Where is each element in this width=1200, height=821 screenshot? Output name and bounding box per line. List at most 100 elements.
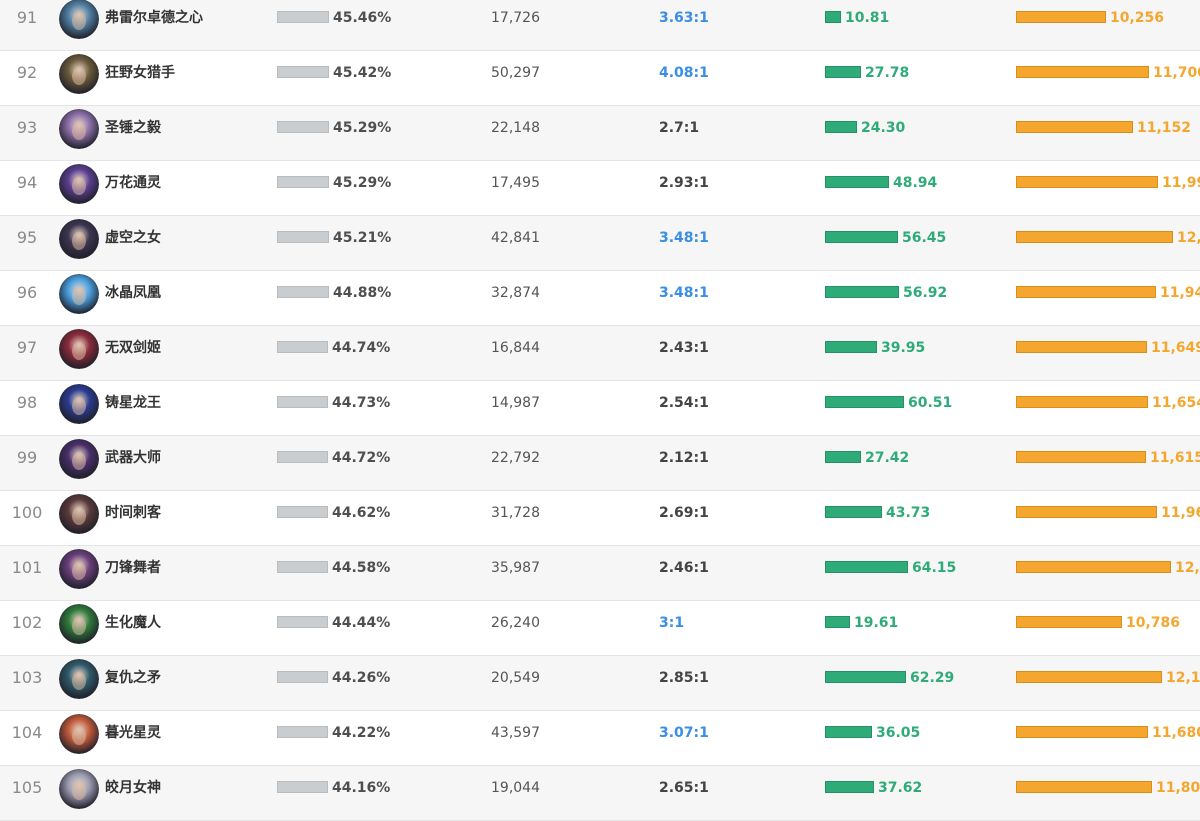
champion-name[interactable]: 冰晶凤凰 <box>105 285 161 301</box>
champion-name[interactable]: 铸星龙王 <box>105 395 161 411</box>
kda-ratio: 2.65:1 <box>659 780 709 796</box>
champion-name[interactable]: 狂野女猎手 <box>105 65 175 81</box>
win-rate-value: 45.21% <box>333 230 392 246</box>
table-row[interactable]: 105 皎月女神 44.16% 19,044 2.65:1 37.62 11,805 <box>0 766 1200 821</box>
table-row[interactable]: 99 武器大师 44.72% 22,792 2.12:1 27.42 11,615 <box>0 436 1200 491</box>
champion-name[interactable]: 时间刺客 <box>105 505 161 521</box>
champion-name[interactable]: 武器大师 <box>105 450 161 466</box>
gold-bar <box>1016 286 1156 298</box>
kda-ratio: 2.85:1 <box>659 670 709 686</box>
champion-avatar[interactable] <box>59 549 99 589</box>
champion-avatar[interactable] <box>59 0 99 39</box>
win-rate-value: 44.73% <box>332 395 391 411</box>
champion-portrait-icon <box>59 109 99 149</box>
champion-name[interactable]: 复仇之矛 <box>105 670 161 686</box>
table-row[interactable]: 96 冰晶凤凰 44.88% 32,874 3.48:1 56.92 11,944 <box>0 271 1200 326</box>
kda-bar <box>825 121 857 133</box>
table-row[interactable]: 100 时间刺客 44.62% 31,728 2.69:1 43.73 11,964 <box>0 491 1200 546</box>
gold-value: 11,944 <box>1160 285 1200 301</box>
gold-value: 11,700 <box>1153 65 1200 81</box>
kda-value: 27.42 <box>865 450 910 466</box>
champion-portrait-icon <box>59 604 99 644</box>
table-row[interactable]: 97 无双剑姬 44.74% 16,844 2.43:1 39.95 11,649 <box>0 326 1200 381</box>
gold-value: 12,141 <box>1166 670 1200 686</box>
rank-number: 101 <box>11 558 43 577</box>
champion-name[interactable]: 皎月女神 <box>105 780 161 796</box>
kda-value: 19.61 <box>854 615 899 631</box>
champion-avatar[interactable] <box>59 659 99 699</box>
win-rate-value: 45.29% <box>333 120 392 136</box>
gold-value: 11,994 <box>1162 175 1200 191</box>
gold-bar <box>1016 781 1152 793</box>
table-row[interactable]: 93 圣锤之毅 45.29% 22,148 2.7:1 24.30 11,152 <box>0 106 1200 161</box>
champion-avatar[interactable] <box>59 109 99 149</box>
gold-value: 11,680 <box>1152 725 1200 741</box>
gold-value: 11,615 <box>1150 450 1200 466</box>
table-row[interactable]: 104 暮光星灵 44.22% 43,597 3.07:1 36.05 11,680 <box>0 711 1200 766</box>
gold-bar <box>1016 176 1158 188</box>
games-played: 43,597 <box>491 725 540 741</box>
champion-name[interactable]: 圣锤之毅 <box>105 120 161 136</box>
table-row[interactable]: 95 虚空之女 45.21% 42,841 3.48:1 56.45 12,498 <box>0 216 1200 271</box>
champion-name[interactable]: 万花通灵 <box>105 175 161 191</box>
table-row[interactable]: 92 狂野女猎手 45.42% 50,297 4.08:1 27.78 11,700 <box>0 51 1200 106</box>
win-rate-bar <box>277 66 329 78</box>
champion-avatar[interactable] <box>59 54 99 94</box>
rank-number: 98 <box>16 393 38 412</box>
win-rate-value: 44.44% <box>332 615 391 631</box>
kda-bar <box>825 396 904 408</box>
champion-avatar[interactable] <box>59 439 99 479</box>
champion-name[interactable]: 弗雷尔卓德之心 <box>105 10 203 26</box>
champion-avatar[interactable] <box>59 219 99 259</box>
champion-name[interactable]: 暮光星灵 <box>105 725 161 741</box>
champion-avatar[interactable] <box>59 714 99 754</box>
gold-bar <box>1016 726 1148 738</box>
champion-portrait-icon <box>59 329 99 369</box>
games-played: 14,987 <box>491 395 540 411</box>
win-rate-bar <box>277 616 328 628</box>
champion-avatar[interactable] <box>59 769 99 809</box>
champion-avatar[interactable] <box>59 274 99 314</box>
kda-bar <box>825 231 898 243</box>
champion-name[interactable]: 生化魔人 <box>105 615 161 631</box>
table-row[interactable]: 101 刀锋舞者 44.58% 35,987 2.46:1 64.15 12,422 <box>0 546 1200 601</box>
kda-ratio: 3.63:1 <box>659 10 709 26</box>
champion-avatar[interactable] <box>59 604 99 644</box>
gold-value: 10,256 <box>1110 10 1165 26</box>
kda-ratio: 2.54:1 <box>659 395 709 411</box>
games-played: 32,874 <box>491 285 540 301</box>
win-rate-value: 44.22% <box>332 725 391 741</box>
kda-value: 48.94 <box>893 175 938 191</box>
kda-bar <box>825 506 882 518</box>
champion-avatar[interactable] <box>59 494 99 534</box>
kda-value: 60.51 <box>908 395 953 411</box>
champion-portrait-icon <box>59 659 99 699</box>
kda-value: 64.15 <box>912 560 957 576</box>
rank-number: 97 <box>16 338 38 357</box>
table-row[interactable]: 102 生化魔人 44.44% 26,240 3:1 19.61 10,786 <box>0 601 1200 656</box>
table-row[interactable]: 103 复仇之矛 44.26% 20,549 2.85:1 62.29 12,141 <box>0 656 1200 711</box>
rank-number: 95 <box>16 228 38 247</box>
table-row[interactable]: 94 万花通灵 45.29% 17,495 2.93:1 48.94 11,994 <box>0 161 1200 216</box>
win-rate-bar <box>277 671 328 683</box>
kda-value: 10.81 <box>845 10 890 26</box>
champion-avatar[interactable] <box>59 329 99 369</box>
games-played: 19,044 <box>491 780 540 796</box>
champion-avatar[interactable] <box>59 164 99 204</box>
gold-bar <box>1016 671 1162 683</box>
kda-ratio: 3.48:1 <box>659 285 709 301</box>
champion-name[interactable]: 虚空之女 <box>105 230 161 246</box>
champion-portrait-icon <box>59 54 99 94</box>
win-rate-value: 44.62% <box>332 505 391 521</box>
champion-avatar[interactable] <box>59 384 99 424</box>
table-row[interactable]: 91 弗雷尔卓德之心 45.46% 17,726 3.63:1 10.81 10,256 <box>0 0 1200 51</box>
kda-value: 39.95 <box>881 340 926 356</box>
kda-ratio: 4.08:1 <box>659 65 709 81</box>
win-rate-bar <box>277 506 328 518</box>
champion-name[interactable]: 刀锋舞者 <box>105 560 161 576</box>
kda-value: 62.29 <box>910 670 955 686</box>
champion-portrait-icon <box>59 0 99 39</box>
table-row[interactable]: 98 铸星龙王 44.73% 14,987 2.54:1 60.51 11,654 <box>0 381 1200 436</box>
kda-value: 36.05 <box>876 725 921 741</box>
champion-name[interactable]: 无双剑姬 <box>105 340 161 356</box>
